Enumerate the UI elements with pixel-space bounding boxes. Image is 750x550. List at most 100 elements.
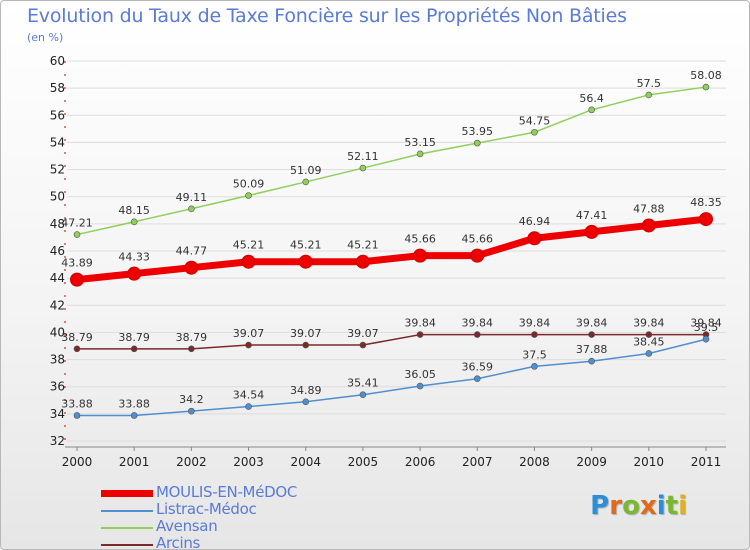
data-point	[527, 231, 542, 246]
data-point	[245, 403, 252, 410]
y-tick-label: 58	[50, 81, 65, 95]
data-point	[188, 407, 195, 415]
series-line-3	[77, 333, 706, 350]
data-label: 37.88	[576, 343, 608, 356]
data-point	[359, 391, 367, 399]
y-tick-label: 44	[50, 271, 65, 285]
data-label: 39.5	[694, 321, 719, 334]
x-tick-label: 2000	[62, 455, 93, 469]
data-point	[73, 412, 81, 419]
data-point	[699, 212, 713, 227]
data-label: 44.33	[118, 251, 150, 264]
data-point	[130, 218, 138, 226]
logo-letter: i	[656, 491, 666, 521]
data-point	[188, 205, 195, 213]
data-label: 58.08	[690, 69, 722, 82]
legend-swatch	[101, 544, 153, 546]
chart-title: Evolution du Taux de Taxe Foncière sur l…	[27, 5, 627, 27]
data-point	[641, 218, 656, 233]
data-point	[298, 254, 313, 269]
y-tick-label: 54	[50, 135, 65, 149]
logo-letter: x	[639, 491, 657, 521]
series-line-2	[76, 86, 707, 236]
data-point	[531, 363, 538, 370]
y-tick-label: 38	[50, 353, 65, 367]
data-label: 34.89	[290, 384, 322, 397]
data-point	[416, 150, 424, 158]
data-point	[588, 357, 595, 365]
data-point	[473, 139, 481, 147]
data-label: 36.05	[404, 368, 436, 381]
data-label: 53.95	[462, 125, 494, 138]
data-label: 39.84	[633, 317, 665, 330]
y-tick-label: 60	[50, 54, 65, 68]
data-label: 44.77	[176, 245, 208, 258]
data-point	[702, 83, 710, 91]
data-label: 39.07	[347, 327, 379, 340]
logo-letter: o	[622, 491, 640, 521]
data-point	[302, 341, 310, 349]
x-tick-label: 2009	[576, 455, 607, 469]
y-tick-label: 46	[50, 244, 65, 258]
data-point	[584, 224, 599, 239]
data-point	[188, 345, 195, 353]
data-point	[70, 272, 84, 287]
x-tick-label: 2008	[519, 455, 550, 469]
data-point	[416, 331, 424, 338]
data-label: 36.59	[462, 361, 494, 374]
series-line-0	[76, 215, 707, 284]
x-tick-label: 2010	[634, 455, 665, 469]
data-label: 54.75	[519, 114, 551, 127]
data-label: 39.07	[290, 327, 322, 340]
legend-swatch	[101, 490, 153, 497]
data-label: 35.41	[347, 377, 379, 390]
y-tick-label: 42	[50, 298, 65, 312]
data-label: 45.21	[290, 239, 322, 252]
data-label: 37.5	[522, 348, 547, 361]
data-point	[130, 412, 138, 419]
proxiti-logo: Proxiti	[590, 491, 687, 521]
y-tick-label: 56	[50, 108, 65, 122]
data-label: 45.21	[347, 239, 379, 252]
data-label: 39.84	[462, 317, 494, 330]
data-point	[470, 248, 485, 263]
data-label: 39.84	[576, 317, 608, 330]
legend-label: MOULIS-EN-MéDOC	[156, 483, 298, 501]
data-point	[73, 345, 81, 353]
data-label: 51.09	[290, 164, 322, 177]
data-point	[473, 331, 481, 338]
legend-swatch	[101, 527, 153, 529]
series-line-1	[77, 338, 707, 417]
x-tick-label: 2007	[462, 455, 493, 469]
data-point	[702, 335, 710, 343]
data-label: 33.88	[118, 397, 150, 410]
data-point	[130, 345, 138, 353]
data-label: 39.84	[690, 317, 722, 330]
y-tick-label: 36	[50, 380, 65, 394]
data-label: 47.41	[576, 209, 608, 222]
data-point	[245, 192, 252, 199]
data-label: 50.09	[233, 177, 265, 190]
x-tick-label: 2004	[290, 455, 321, 469]
y-tick-label: 48	[50, 217, 65, 231]
data-label: 49.11	[176, 191, 208, 204]
logo-letter: t	[665, 491, 679, 521]
data-label: 33.88	[61, 397, 93, 410]
data-label: 38.79	[61, 331, 93, 344]
data-label: 46.94	[519, 215, 551, 228]
data-label: 45.21	[233, 239, 265, 252]
data-label: 38.79	[118, 331, 150, 344]
data-point	[645, 91, 653, 99]
data-label: 57.5	[637, 77, 662, 90]
data-label: 38.79	[176, 331, 208, 344]
data-label: 56.4	[579, 92, 604, 105]
data-label: 34.54	[233, 389, 265, 402]
data-label: 48.15	[118, 204, 150, 217]
y-tick-label: 50	[50, 190, 65, 204]
legend-swatch	[101, 510, 153, 512]
data-label: 38.45	[633, 335, 665, 348]
data-point	[588, 331, 595, 338]
logo-letter: r	[609, 491, 623, 521]
